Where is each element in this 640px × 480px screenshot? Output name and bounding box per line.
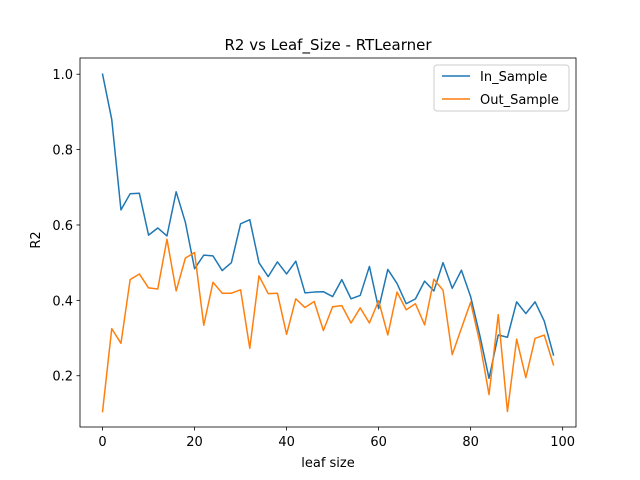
x-axis-label: leaf size: [301, 456, 355, 471]
y-tick-label: 1.0: [52, 68, 73, 83]
legend: In_Sample Out_Sample: [433, 64, 570, 112]
x-tick-label: 0: [98, 435, 106, 450]
plot-frame: [79, 57, 577, 428]
y-tick-label: 0.8: [52, 144, 73, 159]
y-tick-label: 0.2: [52, 370, 73, 385]
x-tick-label: 20: [186, 435, 203, 450]
legend-label-in-sample: In_Sample: [480, 70, 547, 85]
series-line-out-sample: [101, 238, 555, 413]
y-tick-label: 0.6: [52, 219, 73, 234]
x-tick-label: 40: [278, 435, 295, 450]
series-line-in-sample: [101, 73, 555, 380]
y-axis-label: R2: [29, 231, 44, 248]
legend-label-out-sample: Out_Sample: [480, 93, 559, 108]
series-layer: [101, 73, 555, 413]
x-tick-label: 60: [370, 435, 387, 450]
chart-title: R2 vs Leaf_Size - RTLearner: [224, 36, 432, 55]
x-tick-label: 80: [462, 435, 479, 450]
y-tick-label: 0.4: [52, 294, 73, 309]
axes-layer: 0 20 40 60 80 100 0.2 0.4 0.6 0.8 1.0: [52, 57, 577, 450]
x-tick-label: 100: [550, 435, 575, 450]
